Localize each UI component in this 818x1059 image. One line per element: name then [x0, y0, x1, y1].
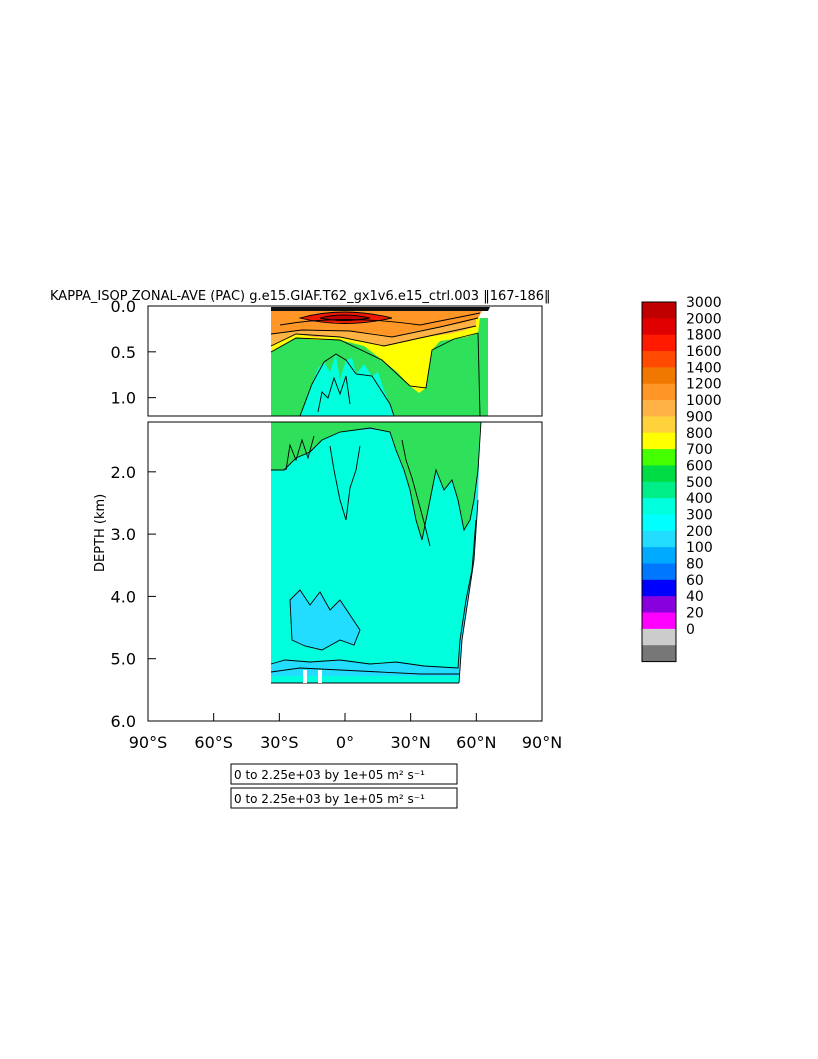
colorbar-label: 900 — [686, 409, 713, 425]
x-tick-label: 60°S — [194, 733, 233, 752]
field-lower-aqua-bottom — [271, 676, 459, 683]
colorbar-label: 3000 — [686, 295, 722, 311]
colorbar-swatch — [642, 416, 676, 434]
colorbar-swatch — [642, 318, 676, 336]
chart-title: KAPPA_ISOP ZONAL-AVE (PAC) g.e15.GIAF.T6… — [50, 289, 551, 304]
colorbar-label: 60 — [686, 573, 704, 589]
x-tick-label: 30°N — [391, 733, 431, 752]
contour-label-box-1: 0 to 2.25e+03 by 1e+05 m² s⁻¹ — [230, 763, 458, 785]
colorbar-label: 200 — [686, 524, 713, 540]
colorbar-label: 40 — [686, 589, 704, 605]
colorbar-swatch — [642, 432, 676, 450]
colorbar-swatch — [642, 563, 676, 581]
upper-panel-frame — [147, 305, 543, 417]
colorbar-label: 1000 — [686, 393, 722, 409]
y-tick-label: 2.0 — [111, 463, 136, 482]
colorbar-label: 600 — [686, 458, 713, 474]
y-tick-label: 5.0 — [111, 650, 136, 669]
colorbar-swatch — [642, 351, 676, 368]
colorbar-swatch — [642, 334, 676, 352]
colorbar-label: 400 — [686, 491, 713, 507]
colorbar: 3000200018001600140012001000900800700600… — [641, 295, 722, 663]
y-tick-label: 0.0 — [111, 297, 136, 316]
contour-label-2: 0 to 2.25e+03 by 1e+05 m² s⁻¹ — [234, 792, 425, 806]
colorbar-label: 1600 — [686, 344, 722, 360]
colorbar-swatch — [642, 449, 676, 466]
colorbar-swatch — [642, 628, 676, 646]
colorbar-swatch — [642, 400, 676, 417]
y-tick-label: 3.0 — [111, 525, 136, 544]
colorbar-label: 800 — [686, 426, 713, 442]
colorbar-label: 500 — [686, 475, 713, 491]
y-tick-label: 4.0 — [111, 587, 136, 606]
colorbar-label: 700 — [686, 442, 713, 458]
colorbar-swatch — [642, 579, 676, 597]
contour-label-1: 0 to 2.25e+03 by 1e+05 m² s⁻¹ — [234, 768, 425, 782]
y-tick-label: 0.5 — [111, 343, 136, 362]
colorbar-label: 300 — [686, 507, 713, 523]
x-tick-label: 90°N — [522, 733, 562, 752]
colorbar-swatch — [642, 481, 676, 499]
colorbar-swatch — [642, 612, 676, 630]
colorbar-swatch — [642, 596, 676, 614]
field-upper-surface — [271, 307, 490, 311]
colorbar-swatch — [642, 645, 676, 663]
contour-label-box-2: 0 to 2.25e+03 by 1e+05 m² s⁻¹ — [230, 787, 458, 809]
colorbar-swatch — [642, 498, 676, 515]
upper-panel-field — [270, 307, 490, 416]
x-tick-label: 0° — [336, 733, 354, 752]
colorbar-label: 2000 — [686, 311, 722, 327]
lower-contours — [270, 422, 482, 684]
y-tick-label: 6.0 — [111, 712, 136, 731]
colorbar-frame — [641, 301, 677, 663]
colorbar-label: 100 — [686, 540, 713, 556]
colorbar-label: 1800 — [686, 328, 722, 344]
colorbar-swatch — [642, 514, 676, 532]
lower-panel-field — [270, 422, 482, 684]
field-lower-green — [271, 422, 481, 540]
colorbar-swatch — [642, 302, 676, 319]
land-mask-1 — [303, 670, 307, 683]
colorbar-swatch — [642, 367, 676, 385]
colorbar-label: 1400 — [686, 360, 722, 376]
colorbar-swatch — [642, 547, 676, 565]
axes-layer: 90°S 60°S 30°S 0° 30°N 60°N 90°N 0.0 0.5 1.0 2.0 3.… — [111, 297, 563, 752]
field-lower-cyan-patches — [290, 590, 360, 650]
colorbar-swatch — [642, 383, 676, 401]
colorbar-label: 0 — [686, 622, 695, 638]
colorbar-swatch — [642, 530, 676, 548]
x-tick-label: 60°N — [456, 733, 496, 752]
upper-contours — [270, 311, 481, 416]
colorbar-label: 80 — [686, 557, 704, 573]
colorbar-swatch — [642, 465, 676, 483]
colorbar-label: 20 — [686, 606, 704, 622]
x-tick-label: 30°S — [260, 733, 299, 752]
x-tick-label: 90°S — [129, 733, 168, 752]
field-upper-darkred — [320, 315, 370, 321]
land-mask-2 — [318, 670, 322, 683]
y-tick-label: 1.0 — [111, 389, 136, 408]
colorbar-label: 1200 — [686, 377, 722, 393]
y-axis-label: DEPTH (km) — [93, 494, 108, 572]
